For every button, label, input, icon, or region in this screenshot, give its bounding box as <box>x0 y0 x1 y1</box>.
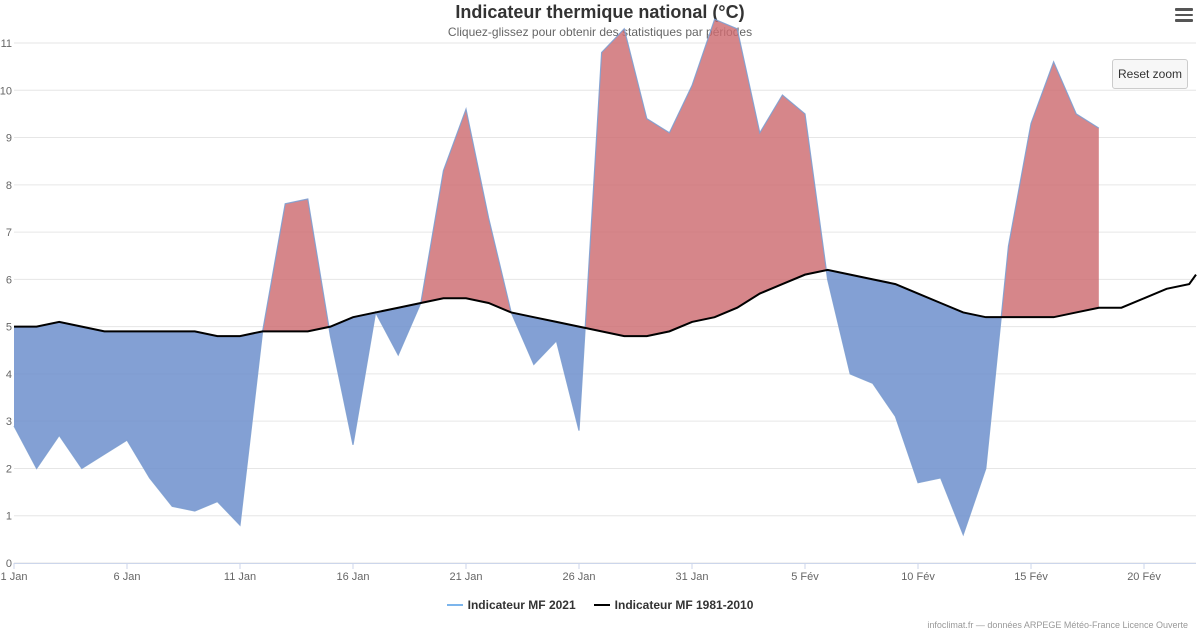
y-tick-label-5: 5 <box>6 322 12 334</box>
chart-subtitle: Cliquez-glissez pour obtenir des statist… <box>447 25 753 39</box>
chart-title: Indicateur thermique national (°C) <box>455 2 745 22</box>
y-tick-label-4: 4 <box>6 369 12 381</box>
y-tick-label-0: 0 <box>6 558 12 570</box>
x-tick-label-4: 21 Jan <box>449 571 482 583</box>
warm-anomaly-area-9 <box>1001 61 1099 318</box>
x-tick-label-5: 26 Jan <box>562 571 595 583</box>
legend-item-normal[interactable]: Indicateur MF 1981-2010 <box>593 598 754 612</box>
y-tick-label-9: 9 <box>6 133 12 145</box>
chart-legend: Indicateur MF 2021 Indicateur MF 1981-20… <box>0 598 1200 612</box>
legend-label-2021: Indicateur MF 2021 <box>467 598 576 612</box>
cold-anomaly-area-4 <box>375 303 421 355</box>
x-tick-label-2: 11 Jan <box>224 571 256 583</box>
x-tick-label-3: 16 Jan <box>336 571 369 583</box>
cold-anomaly-area-0 <box>14 321 263 526</box>
x-tick-label-6: 31 Jan <box>675 571 708 583</box>
warm-anomaly-area-1 <box>262 199 329 332</box>
legend-swatch-2021 <box>446 604 463 606</box>
y-tick-label-7: 7 <box>6 227 12 239</box>
x-tick-label-1: 6 Jan <box>114 571 141 583</box>
reset-zoom-button[interactable]: Reset zoom <box>1112 59 1188 89</box>
x-tick-label-8: 10 Fév <box>901 571 935 583</box>
warm-anomaly-area-7 <box>585 19 827 337</box>
x-tick-label-10: 20 Fév <box>1127 571 1161 583</box>
hamburger-menu-icon[interactable] <box>1175 8 1193 22</box>
y-tick-label-11: 11 <box>1 38 12 50</box>
y-tick-label-6: 6 <box>6 274 12 286</box>
legend-label-normal: Indicateur MF 1981-2010 <box>614 598 754 612</box>
y-tick-label-1: 1 <box>6 511 12 523</box>
series-line-2021[interactable] <box>13 18 1100 537</box>
legend-item-2021[interactable]: Indicateur MF 2021 <box>446 598 576 612</box>
y-tick-label-2: 2 <box>6 463 12 475</box>
legend-swatch-normal <box>593 604 610 606</box>
y-tick-label-10: 10 <box>0 85 12 97</box>
y-tick-label-8: 8 <box>6 180 12 192</box>
y-tick-label-3: 3 <box>6 416 12 428</box>
warm-anomaly-area-5 <box>420 109 512 313</box>
x-tick-label-0: 1 Jan <box>1 571 28 583</box>
x-tick-label-9: 15 Fév <box>1014 571 1048 583</box>
series-line-normal[interactable] <box>14 268 1197 338</box>
cold-anomaly-area-2 <box>328 312 376 445</box>
x-tick-label-7: 5 Fév <box>791 571 819 583</box>
cold-anomaly-area-8 <box>826 269 1002 535</box>
cold-anomaly-area-6 <box>511 312 586 431</box>
credits[interactable]: infoclimat.fr — données ARPEGE Météo-Fra… <box>927 620 1188 630</box>
